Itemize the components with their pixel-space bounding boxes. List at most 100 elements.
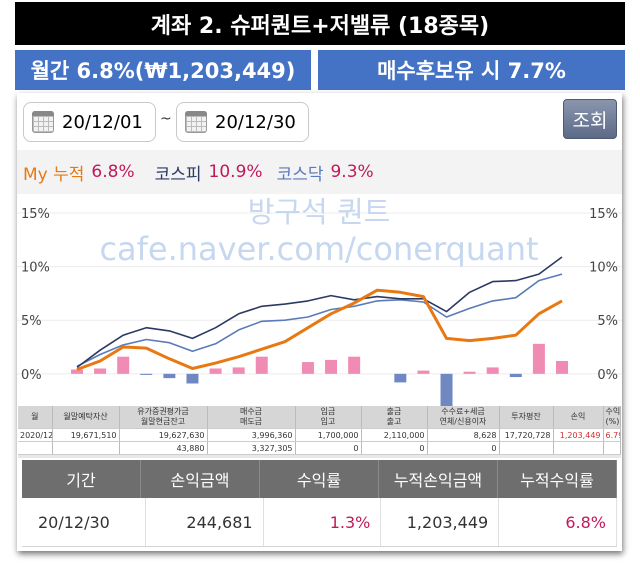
pnl-cell: 244,681 <box>146 498 264 546</box>
daily-return-bar <box>94 368 107 374</box>
search-button[interactable]: 조회 <box>563 99 617 139</box>
account-statement: 월 월말예탁자산 유가증권평가금 월말현금잔고 매수금 매도금 입금 입고 출금 출고 수수료+세금… <box>18 406 621 458</box>
kospi-line <box>76 256 563 369</box>
daily-return-bar <box>301 362 314 374</box>
cum-return-cell: 6.8% <box>499 498 617 546</box>
statement-cell: 8,628 <box>427 428 500 442</box>
statement-cell: 1,203,449 <box>553 428 604 442</box>
daily-return-bar <box>532 343 545 374</box>
daily-return-bar <box>509 373 522 378</box>
statement-cell: 3,996,360 <box>207 428 296 442</box>
statement-row: 43,880 3,327,305 0 0 0 <box>18 441 621 455</box>
legend-kosdaq-value: 9.3% <box>330 162 374 182</box>
statement-cell: 1,700,000 <box>295 428 362 442</box>
table-row: 20/12/30 244,681 1.3% 1,203,449 6.8% <box>22 498 617 547</box>
daily-return-bar <box>117 356 130 374</box>
y-tick-label-right: 0% <box>597 368 618 383</box>
page-title: 계좌 2. 슈퍼퀀트+저밸류 (18종목) <box>15 2 625 45</box>
daily-return-bar <box>140 373 153 375</box>
legend-kosdaq-label: 코스닥 <box>276 164 324 185</box>
my-cumulative-line <box>76 288 563 371</box>
y-tick-label-left: 5% <box>21 314 42 329</box>
start-date-field[interactable]: 20/12/01 <box>23 102 156 142</box>
daily-return-bar <box>348 356 361 374</box>
daily-return-bar <box>209 368 222 374</box>
statement-cell <box>553 441 604 455</box>
statement-cell: 17,720,728 <box>499 428 554 442</box>
statement-header-cell: 입금 입고 <box>295 406 362 429</box>
calendar-icon[interactable] <box>32 111 54 133</box>
y-tick-label-left: 0% <box>21 368 42 383</box>
statement-cell: 0 <box>361 441 428 455</box>
daily-return-bar <box>417 370 430 374</box>
cum-return-header: 누적수익률 <box>498 460 617 498</box>
statement-header-row: 월 월말예탁자산 유가증권평가금 월말현금잔고 매수금 매도금 입금 입고 출금 출고 수수료+세금… <box>18 406 621 429</box>
daily-return-bar <box>232 367 245 374</box>
statement-header-cell: 매수금 매도금 <box>207 406 296 429</box>
y-tick-label-right: 5% <box>597 314 618 329</box>
pnl-header: 손익금액 <box>141 460 260 498</box>
statement-header-cell: 투자평잔 <box>499 406 554 429</box>
daily-return-bar <box>486 367 499 374</box>
calendar-icon[interactable] <box>185 111 207 133</box>
date-separator: ~ <box>160 111 172 127</box>
statement-header-cell: 손익 <box>553 406 604 429</box>
watermark-title: 방구석 퀀트 <box>248 195 391 229</box>
cum-pnl-header: 누적손익금액 <box>379 460 498 498</box>
performance-table: 기간 손익금액 수익률 누적손익금액 누적수익률 20/12/30 244,681 1.3%… <box>22 460 617 547</box>
statement-cell: 3,327,305 <box>207 441 296 455</box>
portfolio-panel: 20/12/01 ~ 20/12/30 조회 My 누적 6.8% 코스피 10… <box>17 93 622 551</box>
legend-my-value: 6.8% <box>91 162 135 182</box>
legend-kospi-label: 코스피 <box>154 164 202 185</box>
period-cell: 20/12/30 <box>22 498 146 546</box>
statement-cell: 43,880 <box>119 441 208 455</box>
statement-cell <box>603 441 621 455</box>
daily-return-bar <box>556 360 568 374</box>
y-tick-label-right: 15% <box>589 207 618 222</box>
daily-return-bar <box>71 369 83 374</box>
statement-header-cell: 출금 출고 <box>361 406 428 429</box>
statement-header-cell: 월 <box>18 406 53 429</box>
y-tick-label-left: 10% <box>21 261 50 276</box>
statement-cell: 2,110,000 <box>361 428 428 442</box>
legend-my-label: My 누적 <box>23 164 85 185</box>
statement-cell <box>52 441 120 455</box>
statement-cell: 0 <box>427 441 500 455</box>
buy-hold-return-banner: 매수후보유 시 7.7% <box>318 50 625 90</box>
daily-return-bar <box>163 373 176 379</box>
daily-return-bar <box>463 371 476 374</box>
start-date-value: 20/12/01 <box>62 111 143 133</box>
legend-kospi-value: 10.9% <box>208 162 263 182</box>
statement-header-cell: 수익률(%) <box>603 406 621 429</box>
chart-legend: My 누적 6.8% 코스피 10.9% 코스닥 9.3% <box>17 150 622 194</box>
statement-cell <box>18 441 53 455</box>
y-tick-label-left: 15% <box>21 207 50 222</box>
daily-return-bar <box>394 373 407 383</box>
return-cell: 1.3% <box>264 498 382 546</box>
statement-header-cell: 유가증권평가금 월말현금잔고 <box>119 406 208 429</box>
monthly-return-banner: 월간 6.8%(₩1,203,449) <box>15 50 311 90</box>
statement-cell: 0 <box>295 441 362 455</box>
daily-return-bar <box>325 359 338 374</box>
return-chart: 15% 15% 10% 10% 5% 5% 0% 0% 방구석 퀀트 cafe.naver.c… <box>17 194 622 423</box>
statement-cell <box>499 441 554 455</box>
y-tick-label-right: 10% <box>589 261 618 276</box>
daily-return-bar <box>255 356 268 374</box>
daily-return-bar <box>186 373 199 384</box>
end-date-field[interactable]: 20/12/30 <box>176 102 309 142</box>
statement-row: 2020/12 19,671,510 19,627,630 3,996,360 1,70… <box>18 428 621 442</box>
statement-header-cell: 월말예탁자산 <box>52 406 120 429</box>
end-date-value: 20/12/30 <box>215 111 296 133</box>
return-chart-svg: 15% 15% 10% 10% 5% 5% 0% 0% 방구석 퀀트 cafe.naver.c… <box>17 195 622 423</box>
return-header: 수익률 <box>260 460 379 498</box>
statement-cell: 19,671,510 <box>52 428 120 442</box>
period-header: 기간 <box>22 460 141 498</box>
statement-cell: 19,627,630 <box>119 428 208 442</box>
watermark-url: cafe.naver.com/conerquant <box>99 230 538 268</box>
statement-cell: 6.79 <box>603 428 621 442</box>
statement-header-cell: 수수료+세금 연체/신용이자 <box>427 406 500 429</box>
daily-return-bar <box>440 373 453 423</box>
statement-cell: 2020/12 <box>18 428 53 442</box>
kosdaq-line <box>76 273 563 368</box>
cum-pnl-cell: 1,203,449 <box>381 498 500 546</box>
